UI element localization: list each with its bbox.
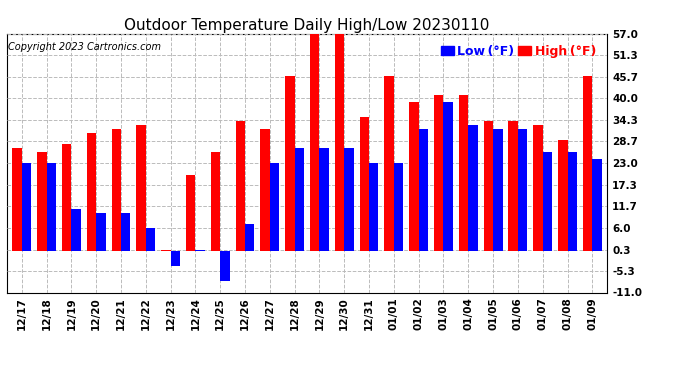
Legend: Low (°F), High (°F): Low (°F), High (°F) <box>436 40 601 63</box>
Bar <box>484 121 493 250</box>
Bar <box>87 133 96 251</box>
Bar <box>434 94 444 250</box>
Bar <box>409 102 419 250</box>
Bar <box>533 125 543 251</box>
Bar <box>12 148 22 250</box>
Bar <box>96 213 106 250</box>
Text: Copyright 2023 Cartronics.com: Copyright 2023 Cartronics.com <box>8 42 161 51</box>
Bar <box>419 129 428 251</box>
Bar <box>47 163 56 250</box>
Bar <box>384 76 394 250</box>
Bar <box>344 148 354 250</box>
Bar <box>335 34 344 251</box>
Bar <box>509 121 518 250</box>
Bar <box>583 76 592 250</box>
Bar <box>295 148 304 250</box>
Bar <box>543 152 552 250</box>
Bar <box>518 129 527 251</box>
Bar <box>37 152 47 250</box>
Bar <box>137 125 146 251</box>
Bar <box>285 76 295 250</box>
Bar <box>121 213 130 250</box>
Bar <box>444 102 453 250</box>
Bar <box>245 224 255 251</box>
Bar <box>260 129 270 251</box>
Bar <box>22 163 31 250</box>
Bar <box>394 163 403 250</box>
Bar <box>592 159 602 250</box>
Bar <box>319 148 329 250</box>
Bar <box>62 144 71 250</box>
Bar <box>567 152 577 250</box>
Bar <box>161 249 170 250</box>
Bar <box>270 163 279 250</box>
Bar <box>186 174 195 250</box>
Bar <box>359 117 369 250</box>
Bar <box>220 251 230 281</box>
Bar <box>71 209 81 251</box>
Bar <box>211 152 220 250</box>
Bar <box>310 34 319 251</box>
Bar <box>235 121 245 250</box>
Bar <box>558 140 567 250</box>
Bar <box>493 129 502 251</box>
Bar <box>459 94 469 250</box>
Bar <box>112 129 121 251</box>
Bar <box>369 163 379 250</box>
Bar <box>469 125 477 251</box>
Title: Outdoor Temperature Daily High/Low 20230110: Outdoor Temperature Daily High/Low 20230… <box>124 18 490 33</box>
Bar <box>195 249 205 250</box>
Bar <box>170 251 180 266</box>
Bar <box>146 228 155 251</box>
